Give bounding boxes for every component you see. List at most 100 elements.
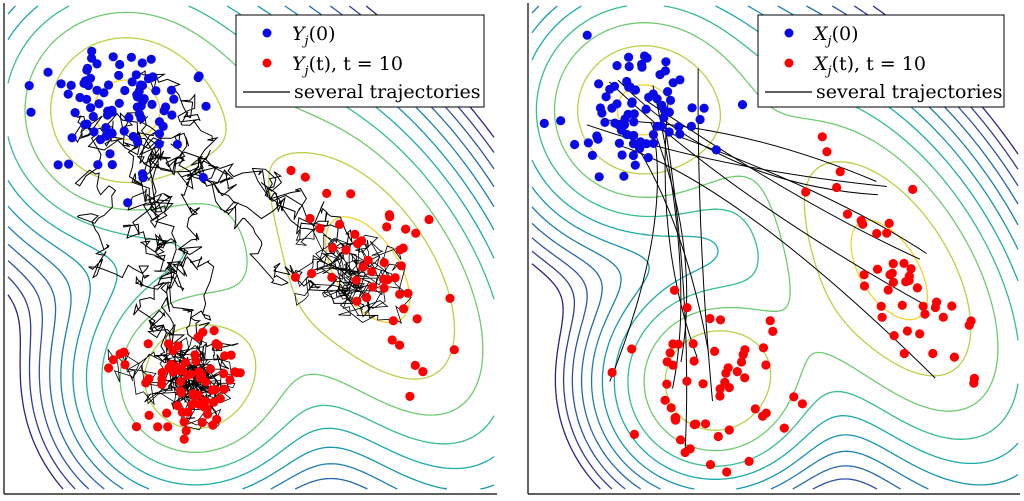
left-initial-point [99,88,109,98]
left-initial-point [119,126,129,136]
right-initial-point [699,103,709,113]
right-initial-point [614,138,625,148]
left-final-point [346,189,356,199]
left-initial-point [66,80,76,90]
right-final-point [859,281,870,291]
left-final-point [352,296,362,306]
right-initial-point [643,153,653,163]
right-initial-point [663,87,673,97]
left-final-point [168,367,178,377]
left-final-point [153,422,163,432]
right-final-point [673,339,684,349]
right-final-point [665,348,675,358]
right-initial-point [648,129,659,140]
right-trajectory [644,99,921,260]
left-final-point [220,351,230,361]
left-final-point [180,358,191,368]
left-final-point [187,400,197,410]
left-initial-point [85,73,96,83]
left-final-point [173,341,183,351]
right-final-point [768,326,778,336]
left-final-point [362,293,372,303]
left-final-point [179,434,189,444]
left-legend-label-final: Yj(t), t = 10 [292,53,403,79]
right-final-point [912,283,923,293]
left-final-point [410,360,420,370]
left-final-point [219,384,229,394]
right-initial-point [635,144,645,154]
left-initial-point [154,129,165,139]
right-initial-point [624,82,634,92]
left-final-point [183,407,193,417]
right-initial-point [623,109,633,119]
left-initial-point [151,86,161,96]
right-trajectories [586,68,936,452]
right-final-point [966,316,976,326]
left-final-point [315,223,325,234]
right-initial-point [675,129,685,139]
left-final-point [449,345,459,355]
left-initial-point [63,89,73,99]
right-final-point [822,147,832,157]
left-final-point [379,258,389,268]
right-initial-point [637,59,647,69]
left-final-point [341,245,351,255]
left-final-point [176,366,186,376]
right-trajectory [609,126,658,382]
left-initial-point [87,53,97,63]
right-final-point [888,277,899,287]
right-final-point [627,344,637,354]
right-initial-point [624,52,634,62]
right-final-point [666,403,676,413]
right-legend-label-final: Xj(t), t = 10 [812,53,926,79]
left-final-point [351,275,361,285]
right-final-point [710,346,720,356]
left-final-point [387,335,397,345]
left-final-point [104,363,114,373]
left-initial-point [43,67,53,77]
left-legend: Yj(0) Yj(t), t = 10 several trajectories [235,14,485,108]
left-final-point [357,236,367,246]
left-final-point [403,288,413,298]
right-final-point [682,376,692,386]
right-final-point [715,315,726,325]
right-final-point [669,285,680,295]
left-initial-point [136,101,146,111]
left-final-point [163,339,174,349]
right-final-point [797,399,808,409]
left-final-point [199,402,209,412]
left-initial-point [169,94,179,104]
left-final-point [305,213,315,224]
right-final-point [883,285,893,295]
left-initial-point [94,99,104,109]
left-final-point [368,282,378,292]
left-final-point [327,272,337,282]
left-initial-point [154,117,165,127]
right-initial-point [630,160,640,170]
left-legend-marker-final [262,58,272,68]
right-final-point [908,184,918,194]
left-legend-marker-initial [262,28,272,38]
right-final-point [660,395,670,405]
right-legend-label-initial: Xj(0) [812,23,858,49]
left-panel: Yj(0) Yj(t), t = 10 several trajectories [3,3,497,495]
left-final-point [202,409,213,419]
left-final-point [219,368,229,379]
left-final-point [173,401,183,411]
left-final-point [300,172,310,182]
left-final-point [307,268,317,279]
left-final-point [197,417,207,428]
left-final-point [335,219,345,229]
right-trajectory [664,126,688,452]
right-final-point [902,326,913,336]
right-final-point [736,357,747,367]
left-initial-point [123,198,133,208]
right-initial-point [570,139,580,150]
right-legend-label-trajectory: several trajectories [816,81,1003,103]
left-initial-point [105,149,115,159]
left-final-point [198,327,208,337]
left-final-point [131,422,142,432]
right-trajectory [628,133,709,351]
right-final-point [817,132,827,142]
right-initial-point [629,117,639,127]
